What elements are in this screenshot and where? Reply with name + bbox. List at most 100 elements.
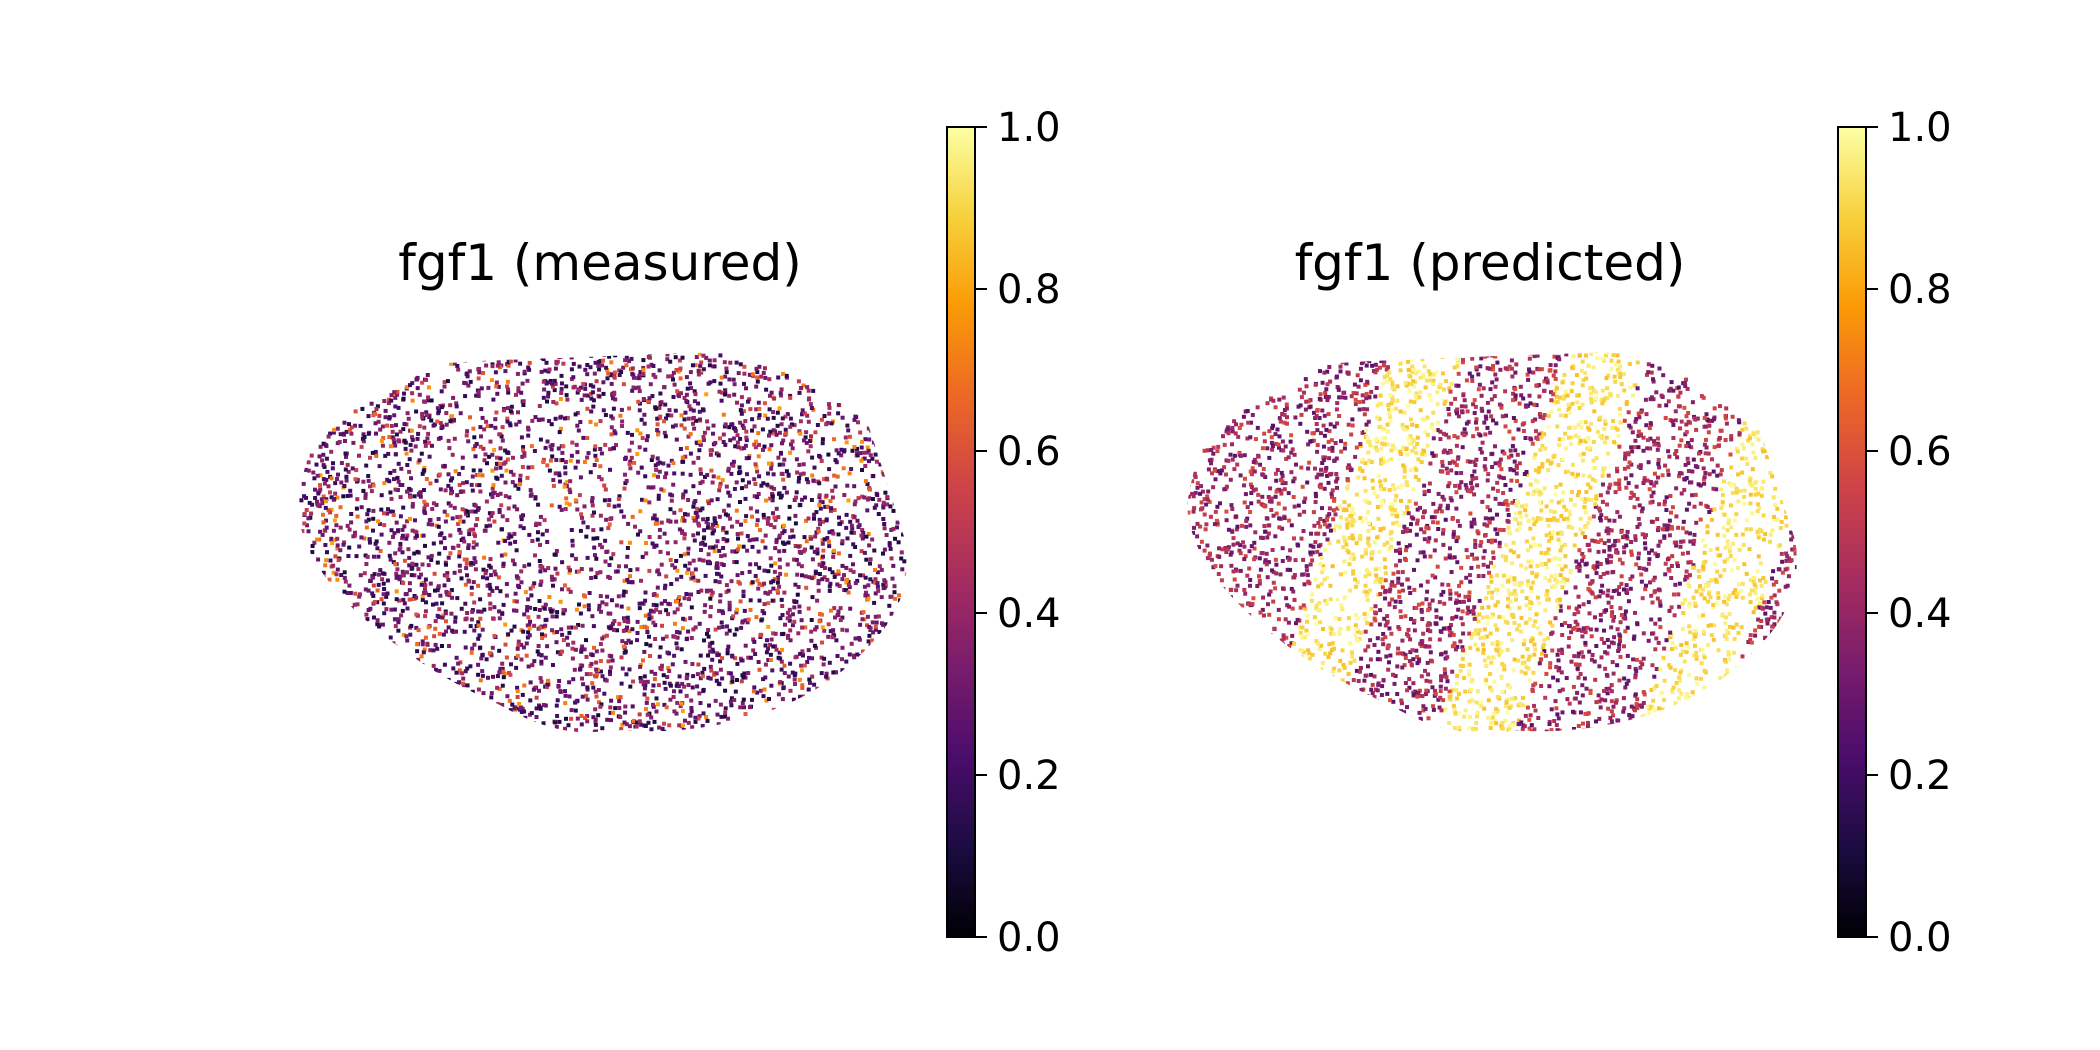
data-point-predicted: [1211, 451, 1216, 456]
data-point-measured: [583, 386, 588, 391]
data-point-measured: [623, 704, 628, 709]
data-point-predicted: [1431, 520, 1436, 525]
data-point-measured: [785, 616, 790, 621]
data-point-predicted: [1742, 562, 1747, 567]
data-point-predicted: [1434, 370, 1439, 375]
data-point-measured: [684, 392, 689, 397]
data-point-predicted: [1405, 705, 1409, 710]
data-point-measured: [326, 434, 331, 439]
data-point-measured: [499, 503, 504, 508]
data-point-measured: [569, 367, 574, 372]
data-point-measured: [458, 519, 463, 524]
data-point-measured: [458, 530, 463, 535]
data-point-measured: [734, 480, 739, 485]
data-point-predicted: [1753, 633, 1758, 638]
data-point-measured: [841, 466, 846, 471]
data-point-measured: [753, 445, 758, 450]
data-point-measured: [285, 511, 289, 515]
data-point-measured: [782, 457, 787, 462]
data-point-predicted: [1714, 487, 1719, 492]
data-point-measured: [396, 617, 401, 622]
data-point-measured: [553, 566, 558, 571]
data-point-measured: [804, 430, 809, 435]
data-point-measured: [570, 538, 575, 543]
data-point-predicted: [1553, 401, 1558, 406]
data-point-predicted: [1594, 571, 1599, 576]
data-point-measured: [543, 633, 548, 638]
data-point-measured: [571, 640, 576, 645]
data-point-predicted: [1482, 549, 1487, 554]
data-point-measured: [865, 445, 870, 450]
data-point-measured: [609, 556, 614, 561]
data-point-predicted: [1338, 369, 1343, 374]
data-point-measured: [521, 448, 526, 453]
data-point-measured: [805, 413, 810, 418]
data-point-predicted: [1277, 686, 1282, 691]
data-point-measured: [657, 527, 662, 532]
data-point-predicted: [1800, 574, 1804, 578]
data-point-measured: [455, 364, 460, 368]
data-point-measured: [395, 574, 400, 579]
data-point-measured: [644, 551, 649, 556]
data-point-measured: [675, 389, 680, 394]
data-point-measured: [431, 663, 436, 668]
data-point-measured: [678, 689, 683, 694]
data-point-measured: [703, 474, 707, 479]
data-point-measured: [739, 403, 744, 408]
data-point-predicted: [1402, 465, 1407, 470]
data-point-measured: [815, 551, 820, 556]
data-point-measured: [379, 493, 384, 498]
data-point-measured: [817, 572, 822, 576]
data-point-predicted: [1402, 710, 1407, 715]
data-point-predicted: [1462, 398, 1467, 403]
data-point-predicted: [1673, 418, 1678, 423]
data-point-measured: [764, 698, 769, 703]
data-point-measured: [363, 587, 368, 592]
data-point-measured: [488, 606, 493, 611]
data-point-measured: [507, 698, 512, 703]
data-point-measured: [656, 474, 660, 479]
data-point-measured: [387, 435, 392, 439]
data-point-measured: [867, 437, 872, 442]
data-point-measured: [592, 729, 597, 734]
data-point-measured: [397, 598, 402, 603]
data-point-predicted: [1772, 610, 1777, 615]
data-point-predicted: [1486, 494, 1491, 499]
data-point-measured: [810, 656, 815, 661]
data-point-measured: [716, 722, 721, 727]
data-point-measured: [803, 547, 807, 552]
data-point-measured: [470, 646, 475, 651]
data-point-measured: [705, 589, 710, 594]
data-point-predicted: [1321, 423, 1326, 428]
data-point-measured: [807, 396, 812, 401]
data-point-measured: [385, 660, 390, 665]
data-point-measured: [329, 495, 334, 500]
data-point-measured: [754, 716, 759, 721]
data-point-measured: [343, 638, 348, 643]
data-point-measured: [524, 641, 529, 646]
data-point-measured: [426, 385, 431, 390]
data-point-measured: [489, 423, 494, 428]
data-point-measured: [476, 672, 481, 677]
data-point-measured: [425, 642, 430, 647]
data-point-measured: [503, 622, 508, 627]
data-point-measured: [660, 726, 665, 731]
data-point-measured: [588, 470, 593, 475]
data-point-measured: [726, 644, 731, 649]
data-point-measured: [614, 351, 619, 356]
data-point-measured: [666, 518, 671, 523]
data-point-predicted: [1755, 430, 1760, 435]
data-point-measured: [426, 555, 431, 560]
data-point-measured: [619, 727, 624, 732]
data-point-measured: [580, 644, 585, 649]
data-point-measured: [536, 614, 541, 619]
data-point-measured: [745, 472, 749, 477]
data-point-measured: [466, 714, 471, 719]
data-point-measured: [659, 487, 664, 492]
data-point-measured: [316, 503, 321, 508]
data-point-predicted: [1474, 457, 1479, 462]
data-point-measured: [617, 564, 621, 569]
data-point-measured: [495, 391, 500, 396]
data-point-measured: [549, 503, 554, 508]
